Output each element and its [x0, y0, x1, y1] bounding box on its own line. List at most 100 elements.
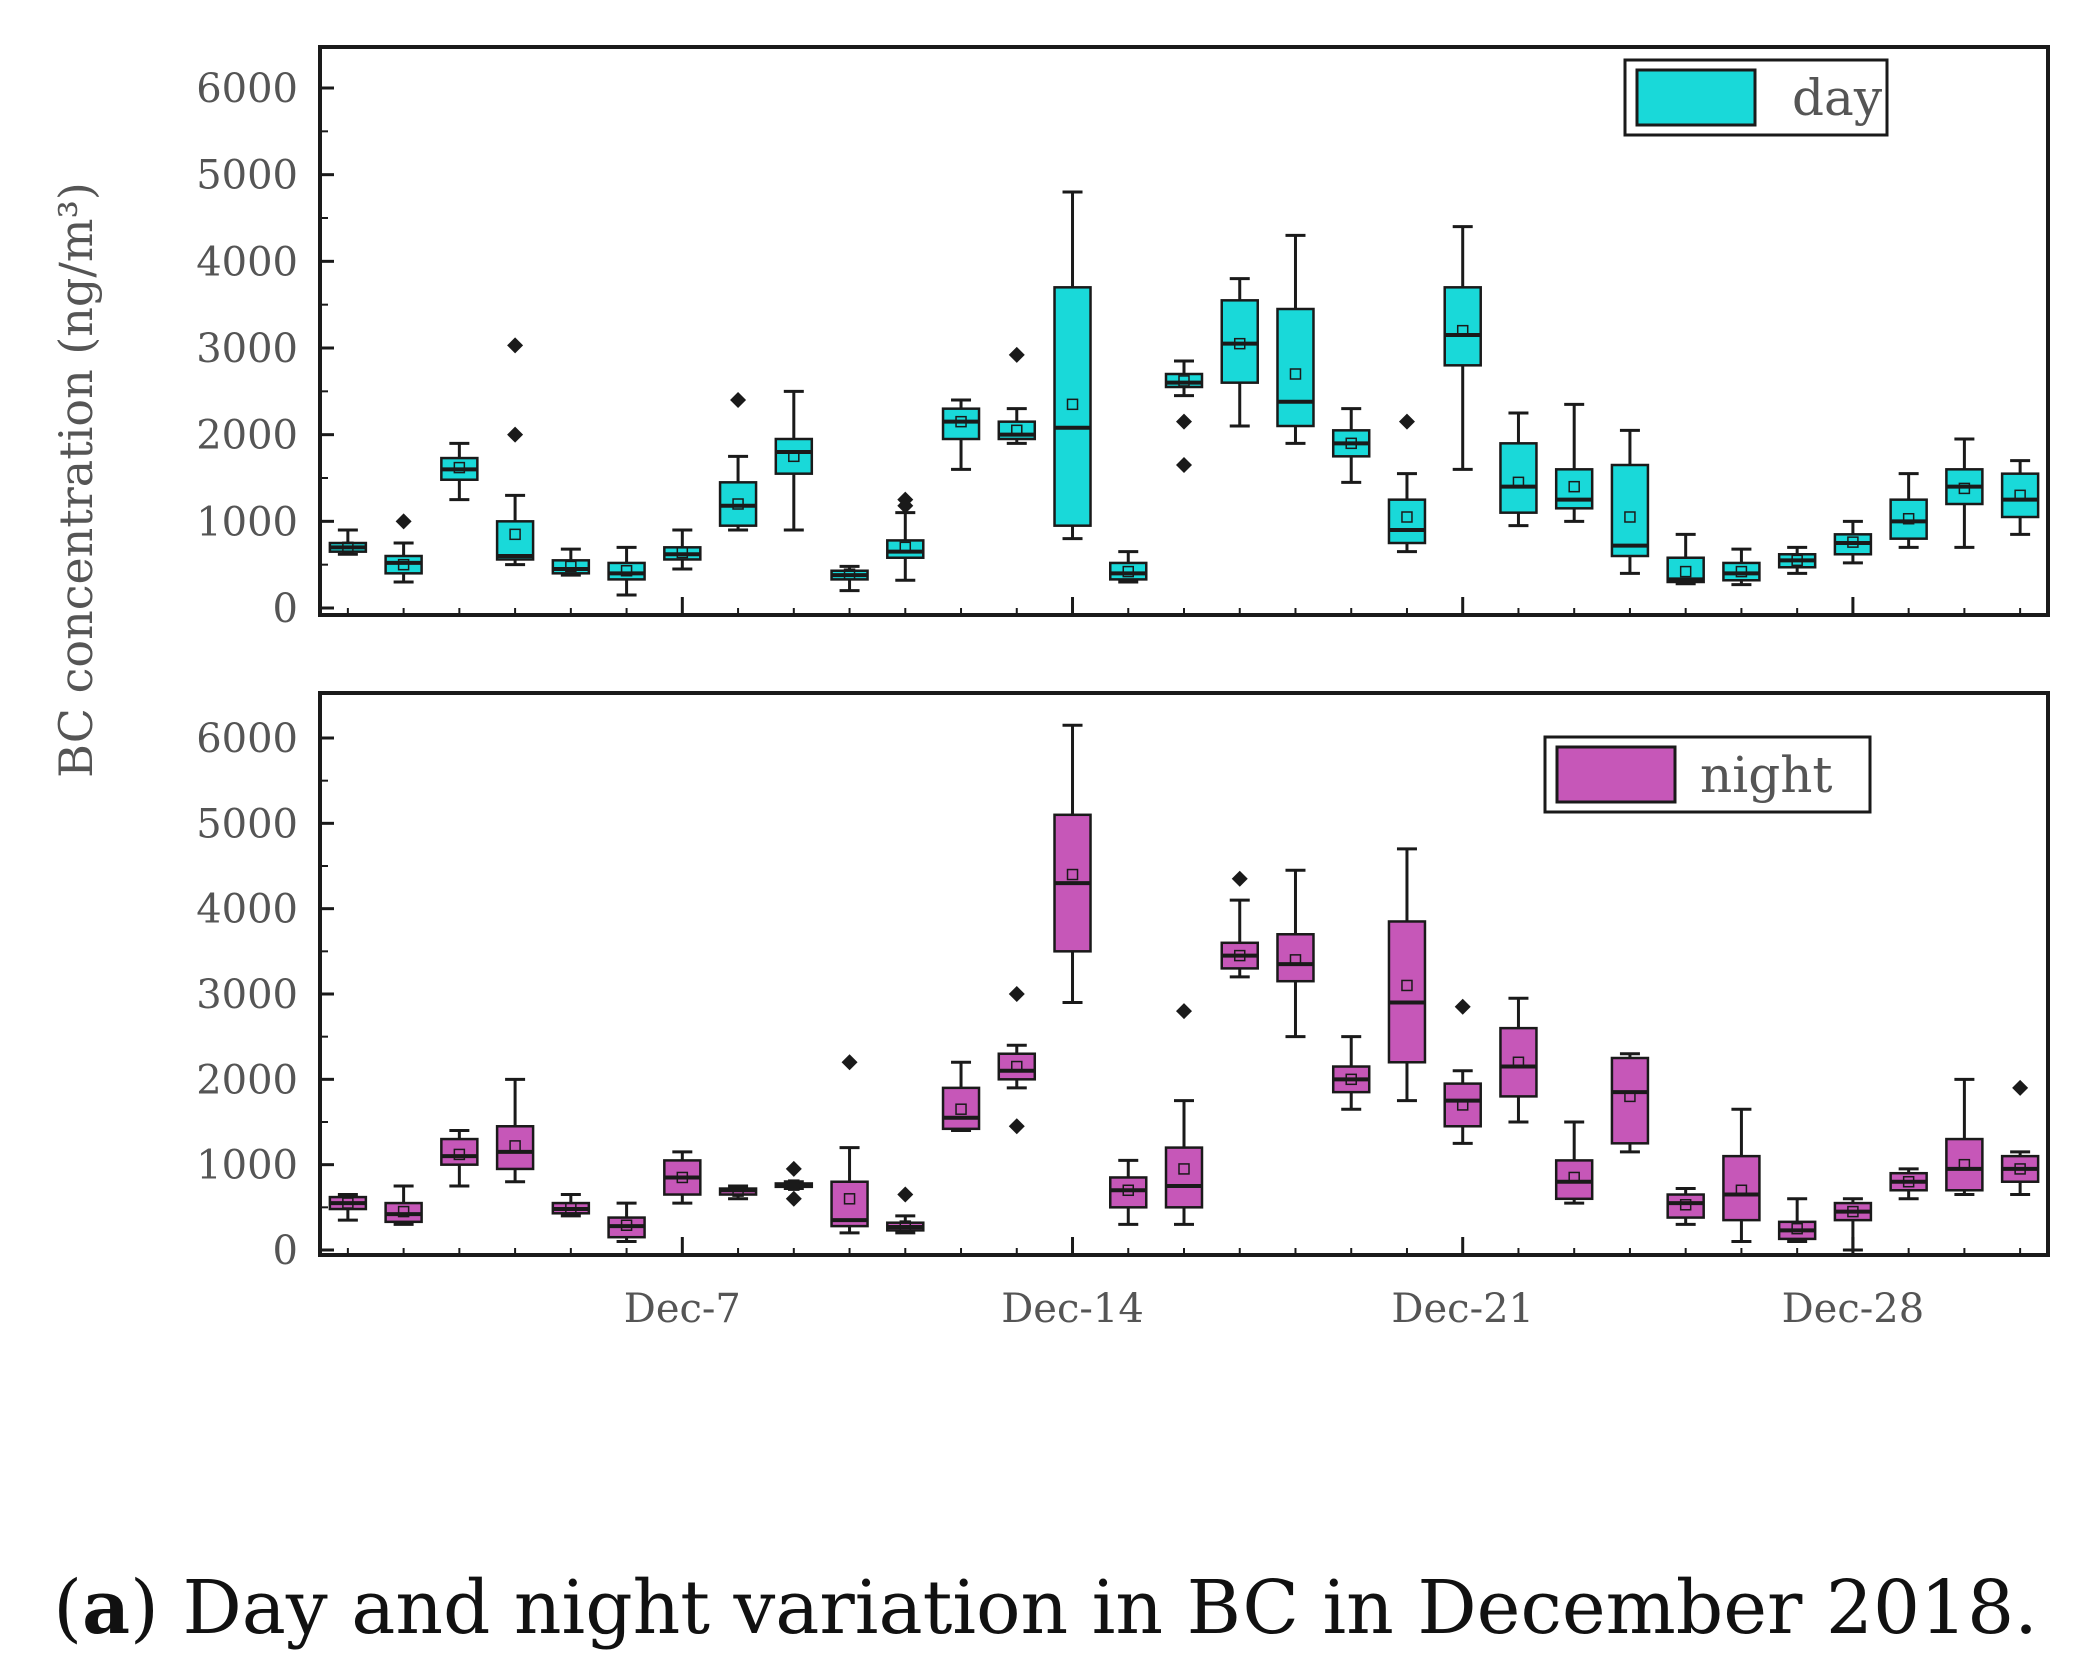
day-box-day-8	[718, 392, 758, 532]
day-box-day-21	[1443, 225, 1482, 471]
day-box-day-2	[384, 513, 423, 584]
mean-marker	[1456, 1099, 1469, 1111]
night-box-day-3	[440, 1129, 479, 1188]
night-panel: 0 1000 2000 3000 4000 5000 6000 night	[196, 691, 2050, 1274]
night-box-day-16	[1164, 1003, 1204, 1226]
day-box-day-1	[328, 528, 368, 556]
mean-marker	[1011, 1060, 1023, 1073]
outlier-point	[1454, 998, 1471, 1015]
iqr-box	[1554, 468, 1594, 510]
xtick-label-dec-21: Dec-21	[1391, 1286, 1534, 1332]
mean-marker	[620, 564, 633, 577]
mean-marker	[1624, 1090, 1636, 1103]
night-box-day-13	[997, 986, 1037, 1135]
outlier-point	[897, 497, 914, 514]
night-box-day-6	[607, 1201, 646, 1243]
mean-marker	[1902, 1175, 1915, 1188]
caption-open-paren: (	[53, 1565, 83, 1651]
night-ytick-label: 5000	[196, 801, 298, 847]
outlier-point	[1176, 457, 1192, 473]
night-box-day-8	[718, 1184, 758, 1201]
day-box-day-28	[1833, 519, 1873, 565]
night-box-day-25	[1666, 1187, 1705, 1226]
night-legend-swatch	[1555, 745, 1677, 804]
mean-marker	[1066, 398, 1079, 411]
day-box-day-12	[941, 398, 981, 471]
outlier-point	[785, 1160, 802, 1177]
day-box-day-16	[1164, 359, 1204, 473]
day-box-day-17	[1220, 277, 1259, 428]
day-box-day-13	[997, 346, 1037, 445]
day-box-day-10	[830, 564, 869, 593]
mean-marker	[1233, 949, 1246, 962]
night-box-day-30	[1945, 1077, 1984, 1197]
day-box-day-5	[551, 547, 591, 577]
iqr-box	[1276, 933, 1315, 983]
iqr-box	[1610, 463, 1650, 558]
day-box-day-4	[495, 337, 535, 567]
iqr-box	[1276, 307, 1315, 428]
mean-marker	[1512, 476, 1525, 489]
day-ytick-label: 5000	[196, 153, 298, 199]
mean-marker	[788, 1179, 800, 1191]
mean-marker	[899, 1220, 912, 1232]
day-box-day-22	[1499, 411, 1538, 528]
night-box-day-31	[2000, 1079, 2040, 1197]
mean-marker	[565, 1202, 577, 1214]
day-box-day-14	[1053, 190, 1092, 541]
night-box-day-9	[774, 1160, 814, 1207]
outlier-point	[1176, 1003, 1192, 1020]
day-box-day-30	[1945, 437, 1984, 549]
day-box-day-31	[2000, 459, 2040, 536]
mean-marker	[2014, 1163, 2026, 1175]
night-ytick-label: 2000	[196, 1057, 298, 1103]
iqr-box	[1109, 1176, 1148, 1209]
mean-marker	[1902, 512, 1915, 525]
outlier-point	[841, 1054, 858, 1071]
day-box-day-11	[886, 491, 925, 582]
outlier-point	[507, 426, 524, 443]
mean-marker	[1958, 482, 1971, 495]
iqr-box	[1499, 442, 1538, 514]
day-legend-label: day	[1792, 69, 1883, 127]
mean-marker	[1178, 1163, 1190, 1175]
mean-marker	[1122, 1184, 1135, 1197]
xtick-label-dec-28: Dec-28	[1782, 1286, 1925, 1332]
mean-marker	[1735, 1184, 1748, 1197]
mean-marker	[1624, 511, 1636, 523]
night-box-day-24	[1610, 1052, 1650, 1154]
mean-marker	[2014, 489, 2026, 502]
mean-marker	[509, 1140, 521, 1152]
mean-marker	[1791, 554, 1803, 567]
iqr-box	[1554, 1159, 1594, 1201]
outlier-point	[1008, 1118, 1025, 1135]
mean-marker	[1345, 437, 1357, 450]
day-box-day-26	[1722, 547, 1761, 587]
night-box-day-7	[663, 1150, 702, 1205]
day-box-day-23	[1554, 402, 1594, 523]
night-box-day-10	[830, 1054, 869, 1235]
mean-marker	[1289, 954, 1302, 966]
mean-marker	[1568, 1171, 1580, 1184]
iqr-box	[1722, 1154, 1761, 1222]
iqr-box	[941, 1086, 981, 1131]
outlier-point	[395, 513, 412, 530]
mean-marker	[1679, 1199, 1692, 1211]
mean-marker	[843, 1193, 856, 1205]
night-box-day-23	[1554, 1120, 1594, 1205]
iqr-box	[495, 1125, 535, 1171]
day-ytick-label: 1000	[196, 499, 298, 545]
mean-marker	[955, 1103, 967, 1115]
day-panel: 0 1000 2000 3000 4000 5000 6000 day	[196, 45, 2050, 632]
mean-marker	[1791, 1222, 1803, 1235]
mean-marker	[620, 1219, 633, 1232]
mean-marker	[342, 541, 354, 554]
mean-marker	[843, 568, 856, 580]
outlier-point	[1398, 413, 1415, 430]
iqr-box	[495, 520, 535, 561]
mean-marker	[453, 461, 466, 474]
night-box-day-28	[1833, 1197, 1873, 1252]
day-box-day-3	[440, 441, 479, 502]
night-box-day-12	[941, 1060, 981, 1133]
